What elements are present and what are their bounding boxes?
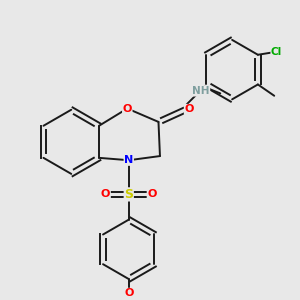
- Text: O: O: [101, 189, 110, 200]
- Text: NH: NH: [192, 86, 210, 96]
- Text: O: O: [184, 104, 194, 114]
- Text: O: O: [123, 103, 132, 113]
- Text: N: N: [124, 155, 134, 165]
- Text: Cl: Cl: [271, 47, 282, 57]
- Text: O: O: [124, 288, 134, 298]
- Text: O: O: [147, 189, 157, 200]
- Text: S: S: [124, 188, 133, 201]
